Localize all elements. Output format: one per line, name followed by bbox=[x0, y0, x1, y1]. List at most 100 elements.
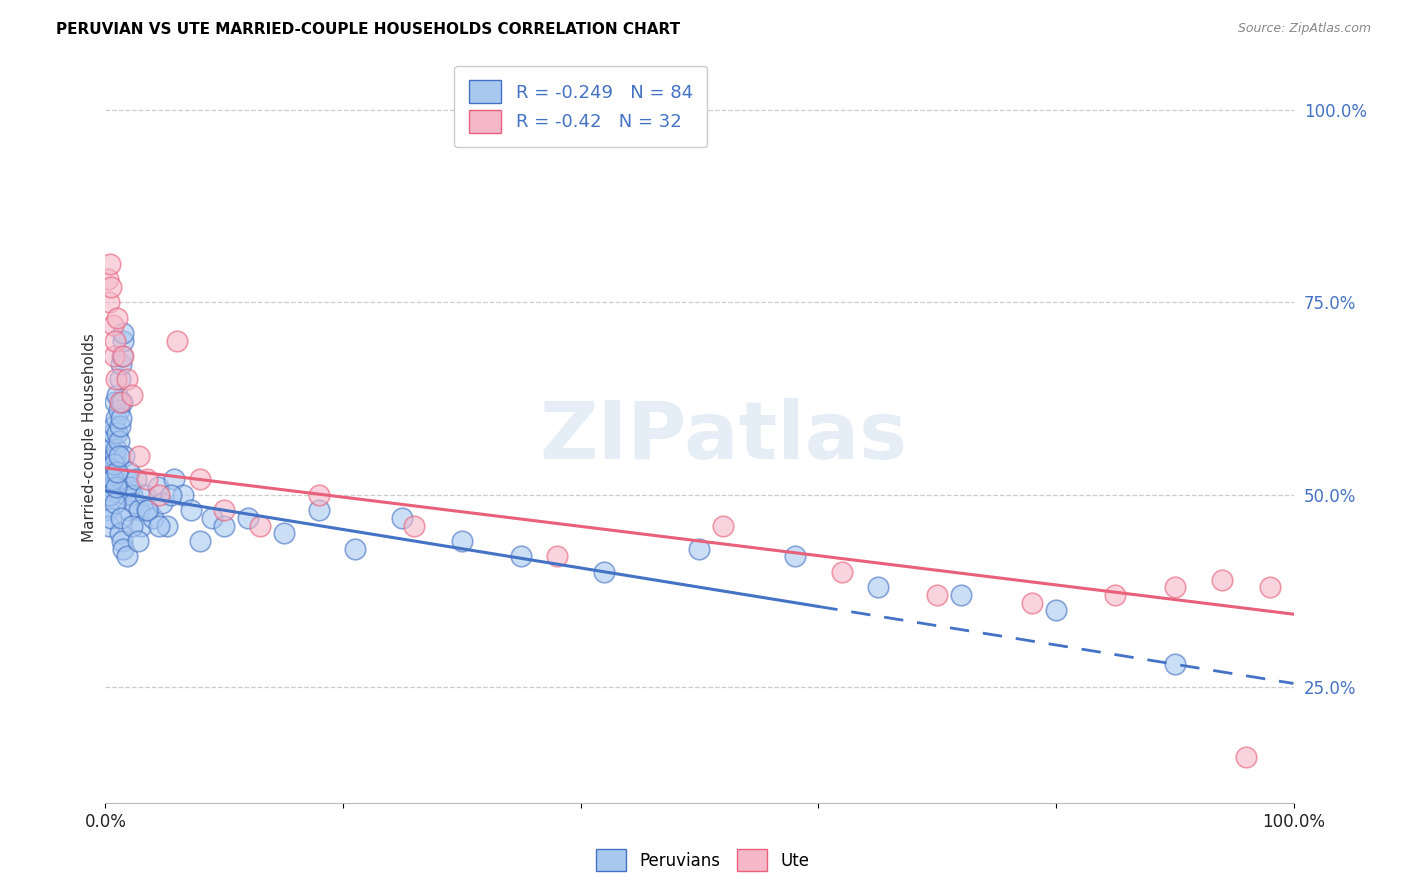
Point bbox=[97, 472, 120, 486]
Point bbox=[201, 511, 224, 525]
Point bbox=[120, 480, 142, 494]
Point bbox=[112, 541, 135, 556]
Point bbox=[1211, 573, 1233, 587]
Point bbox=[783, 549, 806, 564]
Point bbox=[100, 280, 122, 294]
Point bbox=[129, 518, 152, 533]
Point bbox=[101, 472, 124, 486]
Point bbox=[136, 472, 159, 486]
Point bbox=[107, 450, 129, 464]
Point bbox=[101, 318, 124, 333]
Point bbox=[105, 442, 128, 456]
Point bbox=[100, 480, 122, 494]
Point bbox=[111, 349, 134, 363]
Point bbox=[105, 480, 128, 494]
Point bbox=[104, 334, 127, 348]
Point bbox=[136, 503, 159, 517]
Point bbox=[105, 388, 128, 402]
Point bbox=[105, 465, 128, 479]
Point bbox=[308, 488, 330, 502]
Point bbox=[166, 334, 188, 348]
Point bbox=[180, 503, 202, 517]
Point bbox=[101, 457, 124, 471]
Point bbox=[163, 472, 186, 486]
Point bbox=[100, 511, 122, 525]
Point bbox=[949, 588, 972, 602]
Point bbox=[391, 511, 413, 525]
Point bbox=[156, 518, 179, 533]
Point bbox=[97, 503, 120, 517]
Point bbox=[105, 372, 128, 386]
Point bbox=[98, 434, 121, 448]
Point bbox=[110, 511, 132, 525]
Point bbox=[1104, 588, 1126, 602]
Point bbox=[108, 526, 131, 541]
Point bbox=[343, 541, 366, 556]
Point bbox=[110, 357, 132, 371]
Point bbox=[98, 257, 121, 271]
Point bbox=[273, 526, 295, 541]
Point bbox=[105, 410, 128, 425]
Point bbox=[112, 326, 135, 340]
Point bbox=[128, 450, 150, 464]
Point bbox=[114, 450, 136, 464]
Point bbox=[107, 403, 129, 417]
Point bbox=[1164, 580, 1187, 594]
Legend: R = -0.249   N = 84, R = -0.42   N = 32: R = -0.249 N = 84, R = -0.42 N = 32 bbox=[454, 66, 707, 147]
Point bbox=[711, 518, 734, 533]
Point bbox=[148, 488, 170, 502]
Point bbox=[103, 349, 125, 363]
Point bbox=[1021, 596, 1043, 610]
Point bbox=[103, 465, 125, 479]
Point bbox=[510, 549, 533, 564]
Point bbox=[122, 495, 145, 509]
Point bbox=[105, 426, 128, 441]
Point bbox=[214, 518, 236, 533]
Point bbox=[121, 388, 143, 402]
Text: Source: ZipAtlas.com: Source: ZipAtlas.com bbox=[1237, 22, 1371, 36]
Point bbox=[127, 534, 149, 549]
Point bbox=[146, 480, 169, 494]
Legend: Peruvians, Ute: Peruvians, Ute bbox=[588, 841, 818, 880]
Point bbox=[112, 334, 135, 348]
Point bbox=[104, 495, 127, 509]
Point bbox=[148, 518, 170, 533]
Point bbox=[110, 410, 132, 425]
Point bbox=[108, 395, 131, 409]
Point bbox=[115, 549, 138, 564]
Point bbox=[98, 450, 121, 464]
Text: ZIPatlas: ZIPatlas bbox=[538, 398, 907, 476]
Point bbox=[831, 565, 853, 579]
Point bbox=[118, 465, 141, 479]
Point bbox=[128, 503, 150, 517]
Point bbox=[236, 511, 259, 525]
Point bbox=[159, 488, 181, 502]
Point bbox=[115, 372, 138, 386]
Point bbox=[104, 395, 127, 409]
Point bbox=[172, 488, 194, 502]
Point bbox=[108, 418, 131, 433]
Point bbox=[98, 465, 121, 479]
Point bbox=[98, 488, 121, 502]
Point bbox=[134, 488, 156, 502]
Point bbox=[1164, 657, 1187, 672]
Point bbox=[1045, 603, 1067, 617]
Point bbox=[108, 372, 131, 386]
Point bbox=[866, 580, 889, 594]
Point bbox=[689, 541, 711, 556]
Text: PERUVIAN VS UTE MARRIED-COUPLE HOUSEHOLDS CORRELATION CHART: PERUVIAN VS UTE MARRIED-COUPLE HOUSEHOLD… bbox=[56, 22, 681, 37]
Point bbox=[308, 503, 330, 517]
Point bbox=[1234, 749, 1257, 764]
Point bbox=[97, 272, 120, 286]
Point bbox=[117, 503, 139, 517]
Point bbox=[593, 565, 616, 579]
Point bbox=[152, 495, 174, 509]
Point bbox=[546, 549, 568, 564]
Point bbox=[142, 511, 165, 525]
Point bbox=[101, 426, 124, 441]
Point bbox=[136, 503, 159, 517]
Point bbox=[450, 534, 472, 549]
Point bbox=[404, 518, 426, 533]
Point bbox=[100, 442, 122, 456]
Point bbox=[103, 418, 125, 433]
